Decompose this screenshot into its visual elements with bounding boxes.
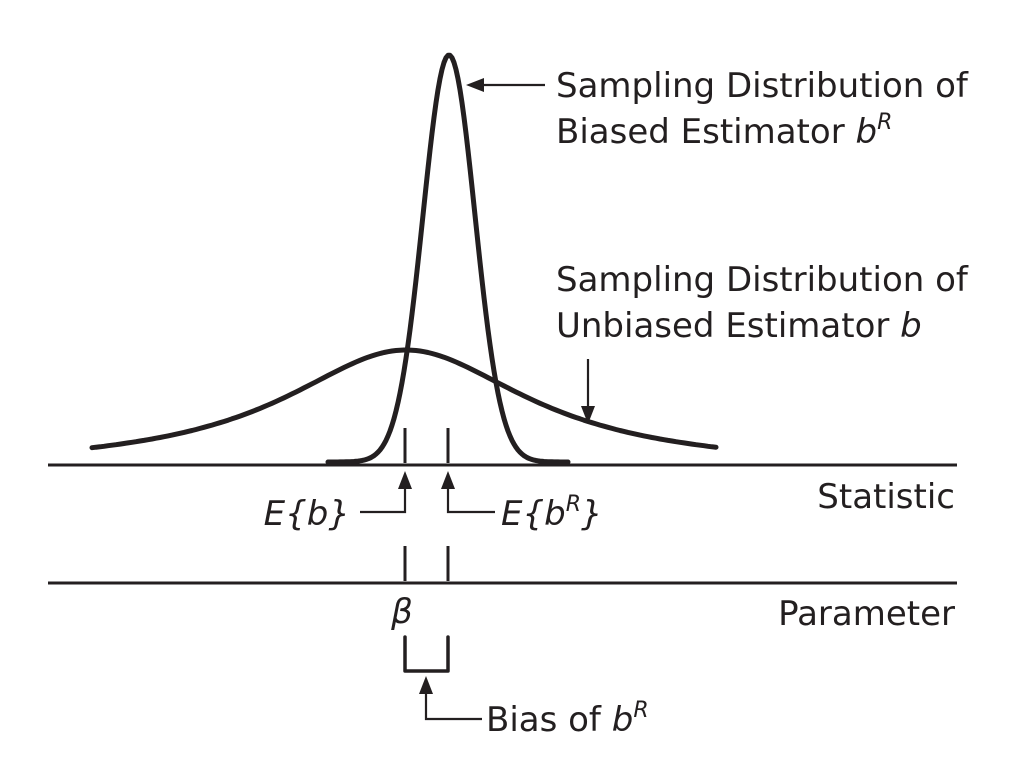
bias-arrowhead — [419, 676, 433, 694]
unbiased-distribution-curve — [89, 347, 719, 451]
unbiased-label-arrowhead — [581, 406, 595, 424]
unbiased-label-prefix: Unbiased Estimator — [556, 306, 900, 346]
bias-label: Bias of bR — [486, 698, 649, 740]
bias-bracket — [403, 635, 450, 673]
biased-distribution-curve — [325, 52, 571, 465]
bias-superscript: R — [633, 698, 648, 723]
bias-leader — [424, 690, 482, 721]
bias-symbol: b — [612, 700, 634, 740]
biased-label-prefix: Biased Estimator — [556, 112, 855, 152]
statistic-axis-label: Statistic — [817, 477, 955, 517]
unbiased-label-line2: Unbiased Estimator b — [556, 306, 922, 346]
beta-label: β — [390, 592, 413, 632]
expected-br-prefix: E{b — [501, 494, 566, 534]
expected-br-arrowhead — [441, 471, 455, 489]
unbiased-estimator-symbol: b — [900, 306, 922, 346]
parameter-axis-label: Parameter — [778, 594, 955, 634]
biased-label-line2: Biased Estimator bR — [556, 110, 892, 152]
expected-b-arrowhead — [398, 471, 412, 489]
biased-estimator-superscript: R — [877, 110, 892, 135]
expected-br-superscript: R — [566, 492, 581, 517]
expected-b-leader — [360, 485, 407, 514]
expected-br-label: E{bR} — [501, 492, 603, 534]
expected-b-label: E{b} — [264, 494, 350, 534]
expected-br-leader — [446, 485, 495, 514]
biased-label-line1: Sampling Distribution of — [556, 66, 969, 106]
unbiased-label-line1: Sampling Distribution of — [556, 260, 969, 300]
biased-estimator-symbol: b — [855, 112, 877, 152]
bias-label-prefix: Bias of — [486, 700, 612, 740]
expected-br-suffix: } — [581, 494, 603, 534]
biased-label-arrowhead — [466, 78, 484, 92]
